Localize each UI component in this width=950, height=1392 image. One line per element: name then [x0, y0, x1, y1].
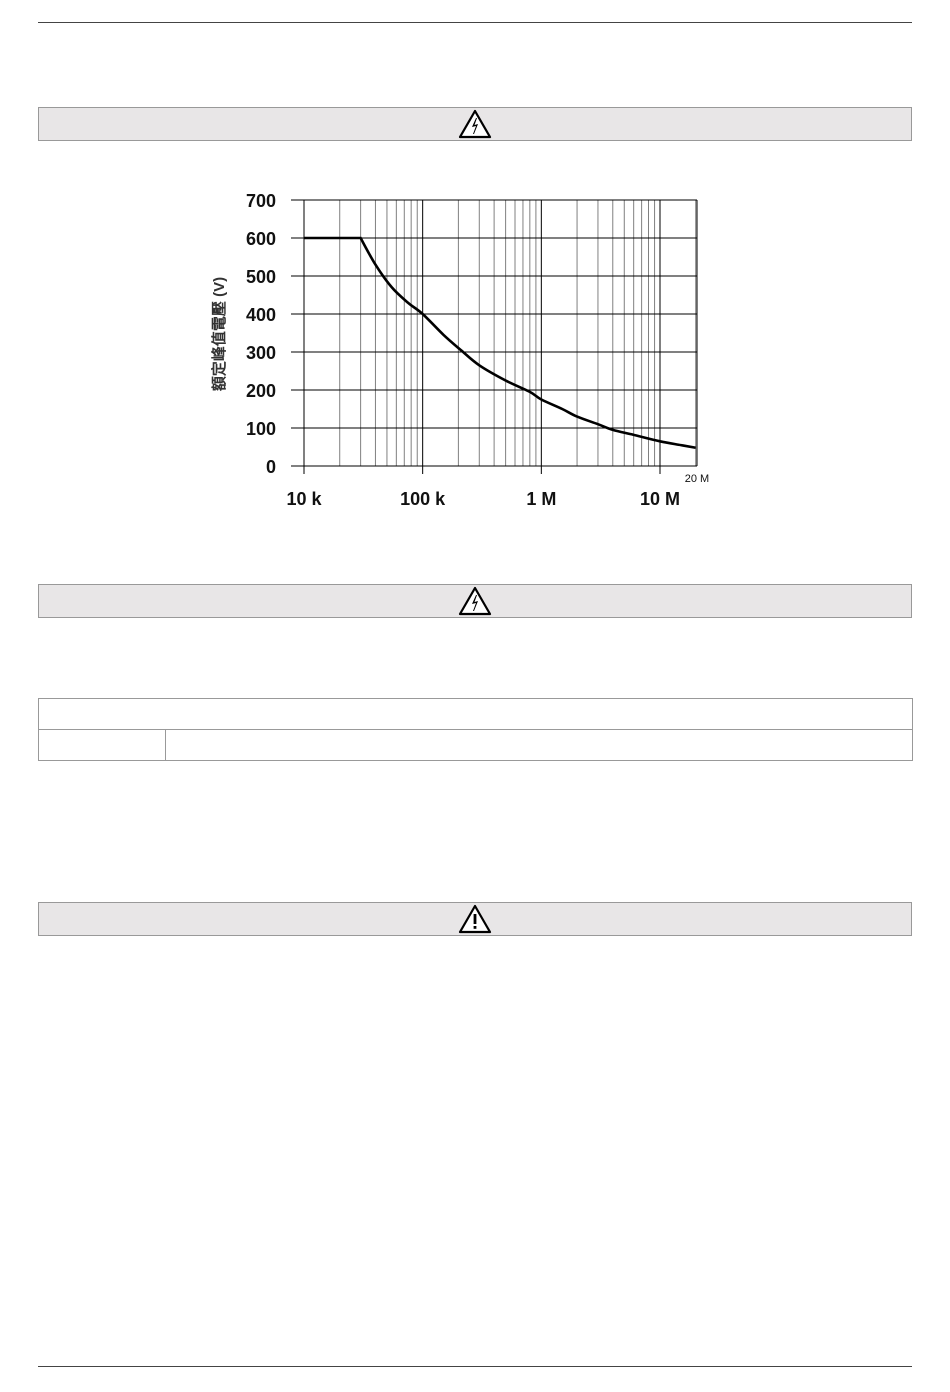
y-tick-label: 300	[246, 343, 276, 363]
y-tick-label: 100	[246, 419, 276, 439]
table-cell	[38, 729, 166, 761]
warning-bar-2	[38, 584, 912, 618]
warning-bar-3	[38, 902, 912, 936]
x-tick-label: 10 k	[286, 489, 322, 509]
warning-bar-1	[38, 107, 912, 141]
x-end-label: 20 M	[685, 473, 709, 485]
x-tick-labels: 10 k 100 k 1 M 10 M 20 M	[286, 473, 709, 509]
y-tick-label: 200	[246, 381, 276, 401]
y-tick-label: 600	[246, 229, 276, 249]
y-tick-label: 700	[246, 191, 276, 211]
y-tick-label: 0	[266, 457, 276, 477]
y-tick-labels: 0 100 200 300 400 500 600 700	[246, 191, 276, 477]
info-table	[38, 698, 913, 761]
footer-rule	[38, 1366, 912, 1367]
y-axis-label: 額定峰值電壓 (V)	[210, 277, 228, 392]
y-tick-label: 500	[246, 267, 276, 287]
chart-series	[304, 236, 696, 450]
x-tick-label: 10 M	[640, 489, 680, 509]
chart-grid	[291, 199, 698, 474]
high-voltage-warning-icon	[458, 586, 492, 616]
general-warning-icon	[458, 904, 492, 934]
header-rule	[38, 22, 912, 23]
derating-chart: 0 100 200 300 400 500 600 700 10 k 100 k 1 M 10 M 2…	[210, 191, 709, 509]
table-header-cell	[38, 698, 913, 730]
x-tick-label: 100 k	[400, 489, 446, 509]
table-cell	[165, 729, 913, 761]
high-voltage-warning-icon	[458, 109, 492, 139]
y-tick-label: 400	[246, 305, 276, 325]
series-line	[304, 236, 696, 450]
x-tick-label: 1 M	[526, 489, 556, 509]
